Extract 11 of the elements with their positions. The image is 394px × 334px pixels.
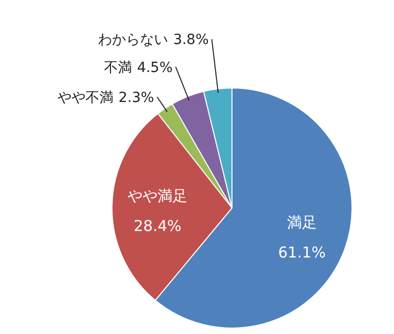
data-label: 61.1% [278,243,326,262]
slice-label: やや満足 [128,186,188,205]
data-label: 4.5% [137,60,173,76]
slice: やや満足 28.4% [112,113,232,301]
slice-label: わからない [98,32,168,48]
data-label: 28.4% [134,216,182,235]
data-label: 2.3% [118,90,154,106]
slice-label: 満足 [286,213,317,232]
data-label: 3.8% [173,32,209,48]
slice-label: 不満 [104,60,132,76]
slice-label: やや不満 [58,90,114,106]
